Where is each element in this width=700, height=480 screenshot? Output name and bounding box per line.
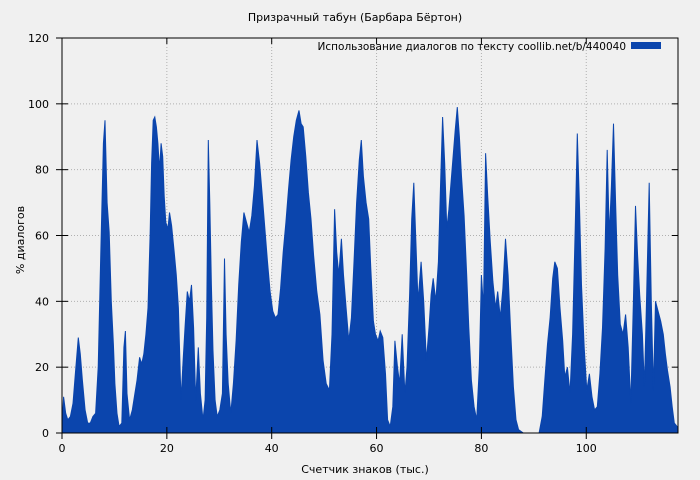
y-tick-label: 0: [42, 427, 49, 440]
x-axis-label: Счетчик знаков (тыс.): [301, 463, 429, 476]
y-tick-label: 60: [35, 230, 49, 243]
legend-label: Использование диалогов по тексту coollib…: [318, 41, 626, 53]
legend-swatch: [631, 42, 661, 49]
x-tick-label: 0: [59, 442, 66, 455]
y-tick-label: 40: [35, 295, 49, 308]
y-axis-label: % диалогов: [14, 206, 27, 274]
x-tick-labels: 0 20 40 60 80 100: [59, 442, 597, 455]
chart-title: Призрачный табун (Барбара Бёртон): [248, 11, 462, 24]
x-tick-label: 80: [474, 442, 488, 455]
tick-marks: [56, 37, 678, 439]
area-series: [61, 107, 679, 434]
x-tick-label: 60: [370, 442, 384, 455]
x-tick-label: 40: [265, 442, 279, 455]
x-tick-label: 20: [160, 442, 174, 455]
x-tick-label: 100: [576, 442, 597, 455]
y-tick-label: 80: [35, 164, 49, 177]
y-tick-label: 20: [35, 361, 49, 374]
y-tick-label: 100: [28, 98, 49, 111]
y-tick-label: 120: [28, 32, 49, 45]
y-tick-labels: 0 20 40 60 80 100 120: [28, 32, 49, 440]
